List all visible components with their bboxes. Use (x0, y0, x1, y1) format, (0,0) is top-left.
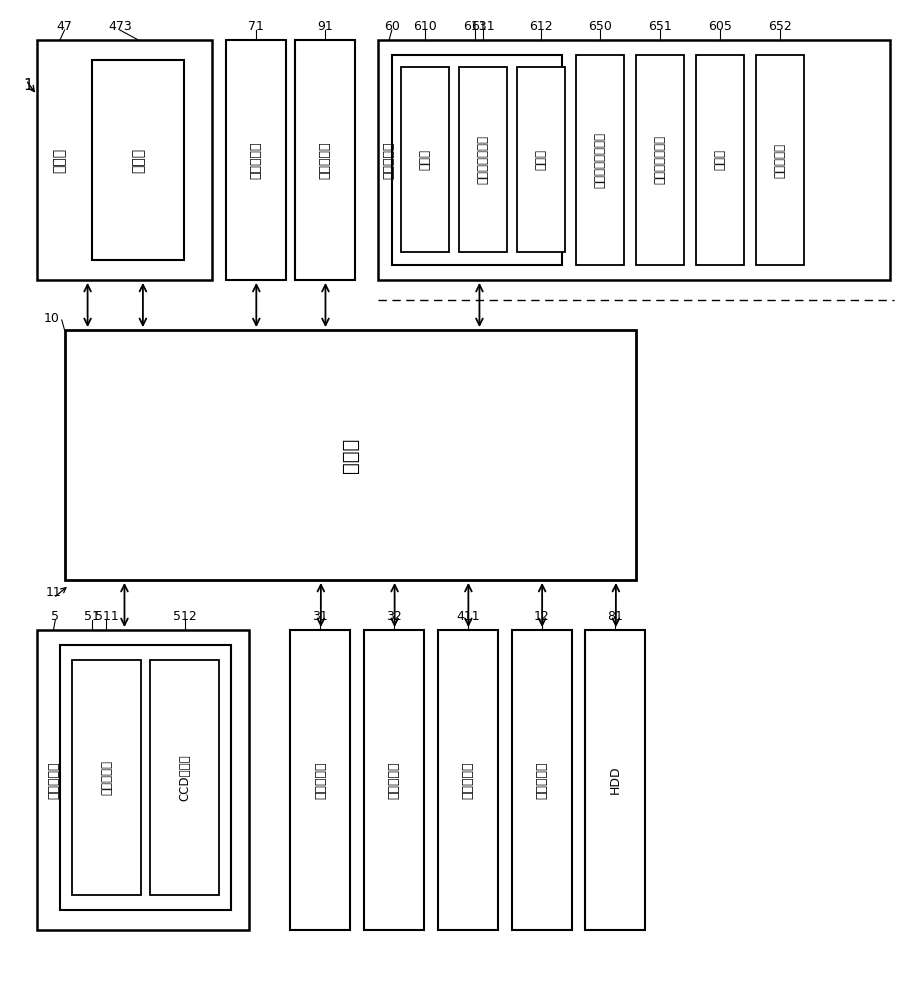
Text: 5: 5 (52, 610, 59, 624)
Text: 612: 612 (529, 20, 553, 33)
Text: 613: 613 (463, 20, 487, 33)
Bar (37, 630, 249, 930)
Text: 图像形成部: 图像形成部 (535, 761, 549, 799)
Text: CCD传感器: CCD传感器 (178, 754, 192, 801)
Bar (512, 630, 572, 930)
Bar (295, 40, 355, 280)
Bar (401, 67, 449, 252)
Text: 31: 31 (313, 610, 328, 624)
Text: 后处理装置: 后处理装置 (383, 141, 396, 179)
Text: 605: 605 (708, 20, 732, 33)
Text: 71: 71 (248, 20, 264, 33)
Text: 47: 47 (56, 20, 73, 33)
Text: 60: 60 (384, 20, 400, 33)
Bar (378, 40, 890, 280)
Text: 1: 1 (23, 78, 32, 93)
Text: 51: 51 (84, 610, 100, 624)
Text: 升降部: 升降部 (714, 149, 727, 170)
Text: 辊驱动装置: 辊驱动装置 (774, 142, 786, 178)
Text: HDD: HDD (609, 766, 622, 794)
Text: 图像照射灯: 图像照射灯 (100, 760, 113, 795)
Text: 传真通信部: 传真通信部 (249, 141, 263, 179)
Bar (290, 630, 350, 930)
Bar (756, 55, 804, 265)
Text: 81: 81 (608, 610, 623, 624)
Text: 512: 512 (173, 610, 196, 624)
Text: 11: 11 (46, 585, 62, 598)
Text: 图像处理部: 图像处理部 (313, 761, 327, 799)
Text: 411: 411 (456, 610, 479, 624)
Text: 473: 473 (108, 20, 132, 33)
Text: 611: 611 (471, 20, 495, 33)
Bar (459, 67, 507, 252)
Text: 651: 651 (648, 20, 672, 33)
Text: 原稿读取部: 原稿读取部 (47, 761, 60, 799)
Text: 控制部: 控制部 (341, 437, 360, 473)
Bar (585, 630, 645, 930)
Bar (576, 55, 624, 265)
Bar (636, 55, 684, 265)
Text: 10: 10 (44, 312, 60, 325)
Text: 32: 32 (386, 610, 402, 624)
Bar (150, 660, 219, 895)
Bar (72, 660, 141, 895)
Bar (438, 630, 498, 930)
Text: 650: 650 (588, 20, 612, 33)
Bar (65, 330, 636, 580)
Bar (37, 40, 212, 280)
Bar (226, 40, 286, 280)
Text: 操作部: 操作部 (53, 147, 67, 173)
Text: 511: 511 (95, 610, 118, 624)
Text: 控制部: 控制部 (419, 149, 431, 170)
Text: 上表面检测传感器: 上表面检测传感器 (594, 132, 607, 188)
Text: 存储器: 存储器 (535, 149, 548, 170)
Text: 91: 91 (317, 20, 333, 33)
Text: 610: 610 (413, 20, 437, 33)
Bar (517, 67, 565, 252)
Text: 网络接口部: 网络接口部 (318, 141, 332, 179)
Text: 图像存储器: 图像存储器 (387, 761, 401, 799)
Text: 652: 652 (768, 20, 792, 33)
Text: 纸张运送部: 纸张运送部 (461, 761, 475, 799)
Bar (60, 645, 230, 910)
Text: 排出检测传感器: 排出检测传感器 (654, 135, 667, 184)
Bar (696, 55, 744, 265)
Bar (364, 630, 424, 930)
Bar (392, 55, 562, 265)
Bar (92, 60, 184, 260)
Text: 12: 12 (534, 610, 550, 624)
Text: 显示部: 显示部 (131, 147, 146, 173)
Text: 纸张厚度计算部: 纸张厚度计算部 (477, 135, 490, 184)
